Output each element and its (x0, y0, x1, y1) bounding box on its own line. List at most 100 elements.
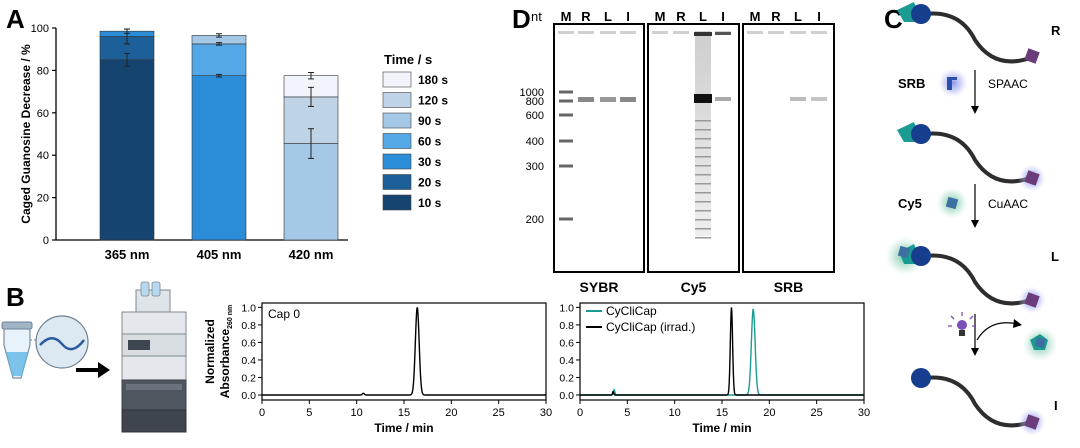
reaction-arrow-spaac (971, 70, 979, 114)
legend-swatch (382, 153, 412, 170)
gel-frame (742, 23, 835, 273)
y-axis-title-main: Absorbance (218, 329, 232, 399)
legend-swatch (382, 174, 412, 190)
gel-lane-label: M (561, 9, 572, 24)
state-r-label: R (1051, 23, 1061, 38)
legend-label: 180 s (418, 73, 448, 87)
gel-lane-label: I (626, 9, 630, 24)
y-tick-label: 0.8 (559, 320, 574, 332)
gel-well (600, 31, 616, 34)
gel-marker-label: 400 (526, 136, 544, 148)
sample-tube-icon (1, 321, 33, 379)
gel-nt-label: nt (531, 9, 542, 24)
cy5-ladder-band (695, 147, 711, 149)
y-tick-label: 60 (37, 108, 49, 120)
y-tick-label: 0.4 (241, 355, 256, 367)
srb-fluorophore-icon (947, 77, 957, 90)
reagent-cy5: Cy5 (898, 196, 922, 211)
y-tick-label: 100 (31, 23, 49, 35)
reaction-spaac: SPAAC (988, 77, 1028, 91)
y-axis-title-line2: Absorbance260 nm (218, 305, 234, 398)
marker-band (559, 113, 573, 117)
y-tick-label: 0.2 (559, 372, 574, 384)
x-tick-label: 0 (259, 407, 265, 419)
sybr-band (620, 97, 636, 102)
cy5-ladder-band (695, 120, 711, 122)
gel-lane-label: R (771, 9, 781, 24)
y-tick-label: 20 (37, 193, 49, 205)
legend-title: Time / s (384, 52, 432, 67)
marker-band (559, 139, 573, 143)
panel-label-b: B (6, 282, 25, 312)
x-axis-title: Time / min (374, 421, 433, 435)
plot-frame (261, 302, 547, 401)
gel-marker-label: 300 (526, 161, 544, 173)
marker-band (559, 164, 573, 168)
bar-segment (99, 59, 155, 241)
x-axis-title: Time / min (692, 421, 751, 435)
cy5-ladder-band (695, 183, 711, 185)
gel-lane-label: L (699, 9, 707, 24)
x-tick-label: 10 (351, 407, 363, 419)
hplc-instrument-icon (121, 281, 187, 433)
cy5-well-band-l (694, 32, 712, 36)
y-axis-title-line1: Normalized (203, 319, 217, 384)
panel-label-d: D (512, 4, 531, 34)
srb-band-l (790, 97, 806, 101)
reaction-arrow-cuaac (971, 184, 979, 228)
y-tick-label: 0 (43, 235, 49, 247)
legend-swatch (382, 133, 412, 149)
arrow-icon (76, 362, 110, 378)
gel-well (673, 31, 689, 34)
molecule-r (897, 2, 1040, 64)
y-axis-title-subscript: 260 nm (227, 305, 234, 329)
cy5-ladder-band (695, 138, 711, 140)
cy5-ladder-band (695, 156, 711, 158)
gel-images: SYBR Cy5 SRB (553, 23, 835, 295)
x-tick-label: 0 (577, 407, 583, 419)
bar-chart-legend: Time / s 180 s 120 s 90 s 60 s 30 s 20 s 10 s (382, 52, 448, 211)
cy5-ladder-band (695, 210, 711, 212)
bar-segment (191, 75, 247, 241)
x-tick-label: 15 (716, 407, 728, 419)
gel-well (747, 31, 763, 34)
legend-label: 20 s (418, 176, 442, 190)
x-tick-label: 10 (669, 407, 681, 419)
srb-glow (938, 68, 968, 98)
y-tick-label: 80 (37, 65, 49, 77)
y-tick-label: 0.8 (241, 320, 256, 332)
bar-segment (283, 143, 339, 241)
x-tick-label: 20 (445, 407, 457, 419)
y-tick-label: 0.0 (559, 390, 574, 402)
x-tick-label: 30 (540, 407, 552, 419)
cy5-ladder-band (695, 165, 711, 167)
gel-well (578, 31, 594, 34)
cy5-smear (695, 36, 711, 236)
molecule-i (911, 368, 1046, 436)
gel-lane-label: R (676, 9, 686, 24)
gel-well (620, 31, 636, 34)
x-tick-label: 5 (624, 407, 630, 419)
legend-swatch (382, 112, 412, 129)
gel-marker-label: 600 (526, 110, 544, 122)
gel-well (558, 31, 574, 34)
y-tick-label: 0.4 (559, 355, 574, 367)
cy5-band-i (715, 97, 731, 101)
legend-label: 10 s (418, 196, 442, 210)
x-tick-label: 25 (493, 407, 505, 419)
state-l-label: L (1051, 249, 1059, 264)
gel-lane-label: L (604, 9, 612, 24)
y-tick-label: 1.0 (559, 302, 574, 314)
legend-label: 90 s (418, 114, 442, 128)
cy5-ladder-band (695, 237, 711, 239)
marker-band (559, 217, 573, 221)
bar-segment (191, 43, 247, 77)
gel-well (790, 31, 806, 34)
cy5-band-l (694, 94, 712, 103)
legend-swatch (382, 194, 412, 211)
gel-well (768, 31, 784, 34)
panel-label-c: C (884, 4, 903, 34)
